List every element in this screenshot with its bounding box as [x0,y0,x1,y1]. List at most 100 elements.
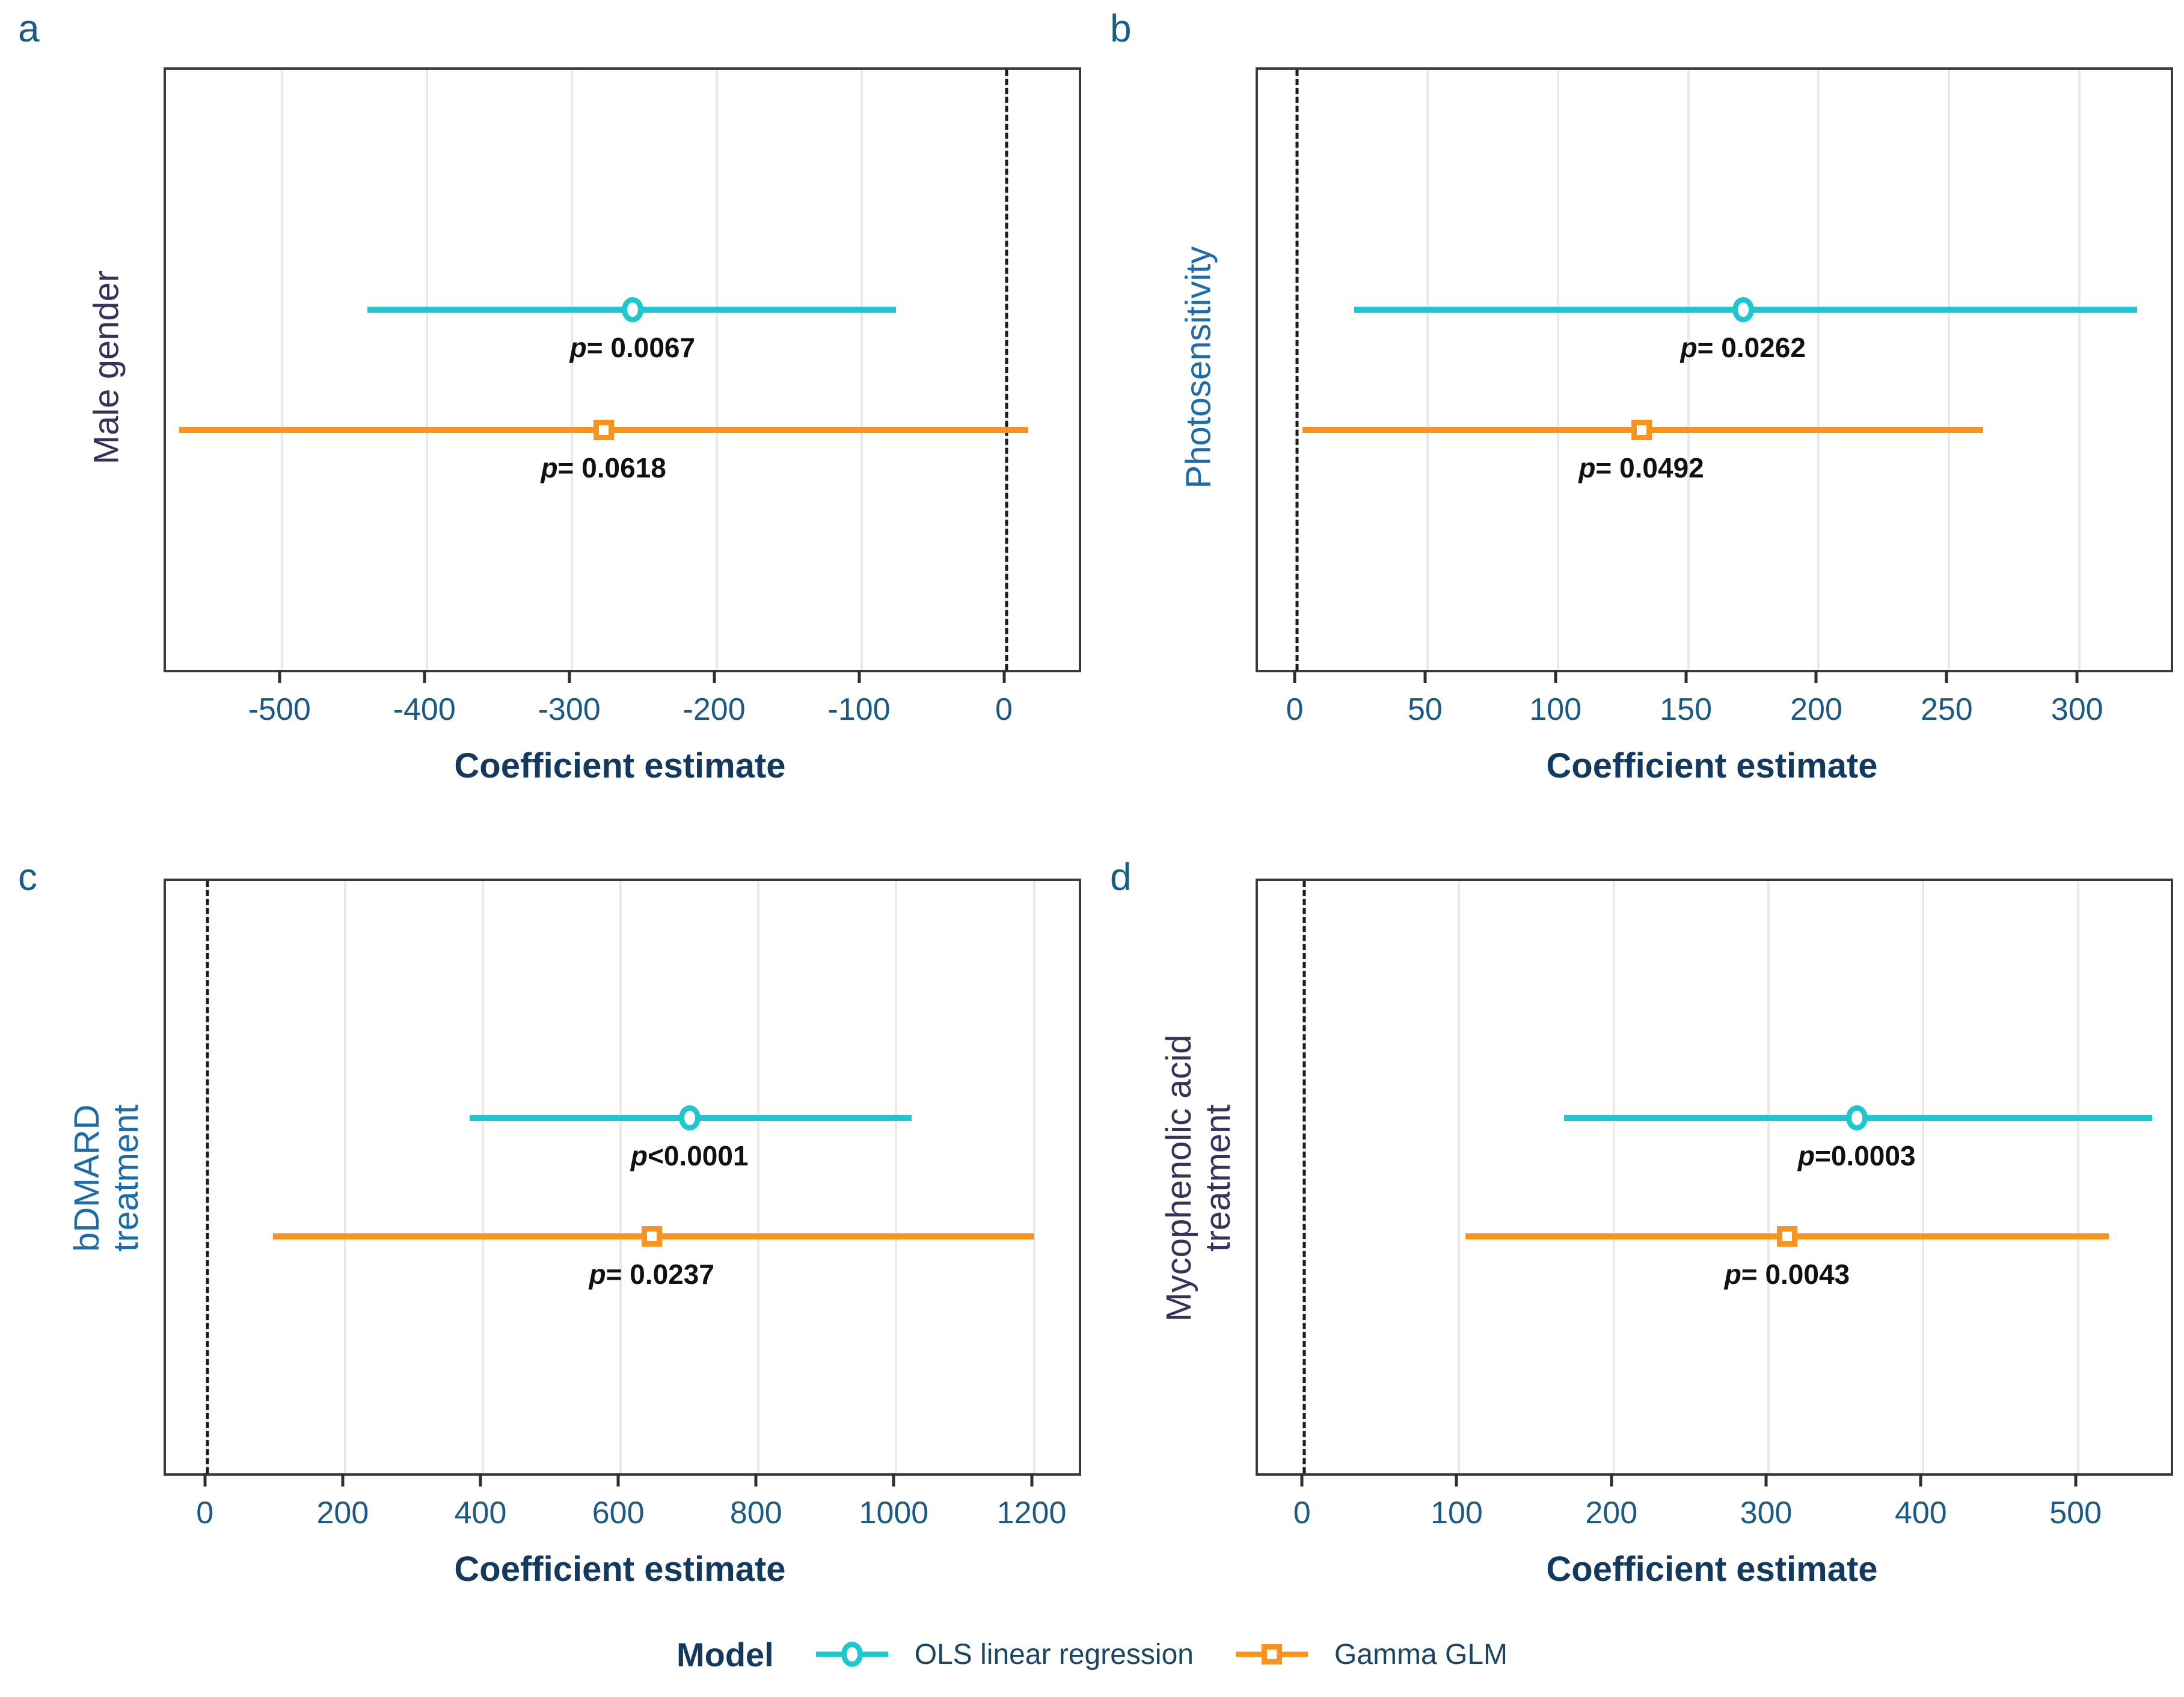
x-tick-mark [616,1473,620,1487]
legend-label-ols: OLS linear regression [914,1638,1194,1671]
gridline [482,881,484,1473]
panel-letter-b: b [1110,7,1132,50]
x-tick-mark [1293,670,1296,683]
x-tick-label: 100 [1431,1496,1483,1530]
x-tick-mark [1455,1473,1458,1487]
gridline [1767,881,1770,1473]
open-circle-icon [841,1642,863,1667]
gridline [757,881,760,1473]
legend-title: Model [676,1635,774,1674]
x-tick-mark [423,670,426,683]
x-tick-mark [713,670,716,683]
x-tick-label: 200 [316,1496,369,1530]
gridline [860,70,863,670]
gridline [1458,881,1461,1473]
estimate-marker-square [1631,419,1652,440]
x-tick-label: 150 [1660,692,1713,727]
gridline [895,881,898,1473]
x-tick-mark [1764,1473,1768,1487]
panel-d: d Mycophenolic acid treatment p=0.0003 p=… [1092,848,2184,1612]
estimate-marker-square [641,1226,662,1247]
gridline [343,881,346,1473]
x-tick-label: 400 [1894,1496,1947,1530]
x-tick-label: 0 [1286,692,1304,727]
p-value-label: p=0.0003 [1797,1140,1916,1171]
x-tick-mark [1423,670,1427,683]
x-axis-title-a: Coefficient estimate [454,746,786,785]
legend-item-gamma: Gamma GLM [1235,1638,1508,1671]
x-tick-label: 50 [1407,692,1443,727]
zero-reference-dashed-line [206,881,209,1473]
panel-b: b Photosensitivity p= 0.0262 p= 0.0492 0 5… [1092,0,2184,848]
gridline [1556,70,1559,670]
x-tick-mark [1919,1473,1922,1487]
p-value-label: p= 0.0043 [1724,1259,1850,1290]
x-tick-label: 600 [592,1496,645,1530]
x-axis-ticks-b: 0 50 100 150 200 250 300 [1256,670,2168,736]
x-tick-label: -400 [393,692,456,727]
y-axis-label-b: Photosensitivity [1179,246,1218,489]
x-tick-mark [892,1473,895,1487]
x-tick-label: 300 [2051,692,2103,727]
x-tick-label: 1000 [859,1496,929,1530]
p-value-label: p= 0.0492 [1578,452,1704,483]
gridline [1817,70,1820,670]
x-tick-mark [278,670,281,683]
x-tick-mark [1554,670,1557,683]
x-tick-label: 800 [729,1496,782,1530]
panel-c: c bDMARD treatment p<0.0001 p= 0.0237 0 20… [0,848,1092,1612]
x-tick-mark [1684,670,1688,683]
x-axis-ticks-c: 0 200 400 600 800 1000 1200 [164,1473,1076,1539]
x-tick-mark [1030,1473,1034,1487]
x-tick-label: 1200 [996,1496,1067,1530]
x-tick-label: 0 [196,1496,214,1530]
gamma-square-line-icon [1235,1642,1308,1667]
gridline [1612,881,1615,1473]
panel-a: a Male gender p= 0.0067 p= 0.0618 -500 -40… [0,0,1092,848]
p-value-label: p<0.0001 [630,1140,749,1171]
gridline [425,70,428,670]
x-axis-title-b: Coefficient estimate [1546,746,1878,785]
p-value-label: p= 0.0067 [569,332,696,364]
zero-reference-dashed-line [1005,70,1008,670]
gridline [1426,70,1429,670]
x-tick-mark [1814,670,1818,683]
x-tick-mark [754,1473,758,1487]
p-value-label: p= 0.0237 [589,1259,714,1290]
x-tick-label: 250 [1920,692,1973,727]
legend-label-gamma: Gamma GLM [1334,1638,1508,1671]
x-tick-label: 300 [1740,1496,1793,1530]
estimate-marker-circle [621,297,643,323]
x-tick-mark [479,1473,482,1487]
x-tick-label: 0 [1293,1496,1311,1530]
x-tick-label: -100 [827,692,891,727]
x-tick-mark [1002,670,1006,683]
x-tick-mark [1945,670,1948,683]
x-tick-mark [2074,1473,2078,1487]
x-axis-title-d: Coefficient estimate [1546,1550,1878,1589]
gridline [619,881,622,1473]
plot-area-d: p=0.0003 p= 0.0043 [1256,879,2173,1476]
gridline [2078,70,2081,670]
p-value-label: p= 0.0618 [541,452,666,483]
x-tick-mark [1610,1473,1613,1487]
estimate-marker-circle [678,1105,701,1131]
panel-letter-d: d [1110,855,1132,898]
x-tick-mark [341,1473,345,1487]
estimate-marker-square [1776,1226,1797,1247]
plot-area-a: p= 0.0067 p= 0.0618 [164,67,1081,672]
x-tick-label: 200 [1585,1496,1638,1530]
plot-area-c: p<0.0001 p= 0.0237 [164,879,1081,1476]
y-axis-label-a: Male gender [87,270,126,465]
y-axis-label-d: Mycophenolic acid treatment [1159,1034,1238,1322]
zero-reference-dashed-line [1302,881,1306,1473]
gridline [715,70,718,670]
ols-circle-line-icon [815,1642,888,1667]
x-tick-mark [857,670,861,683]
x-tick-label: 500 [2049,1496,2102,1530]
gridline [1687,70,1690,670]
x-tick-label: 100 [1529,692,1582,727]
x-tick-label: -500 [248,692,311,727]
gridline [1948,70,1951,670]
plot-area-b: p= 0.0262 p= 0.0492 [1256,67,2173,672]
